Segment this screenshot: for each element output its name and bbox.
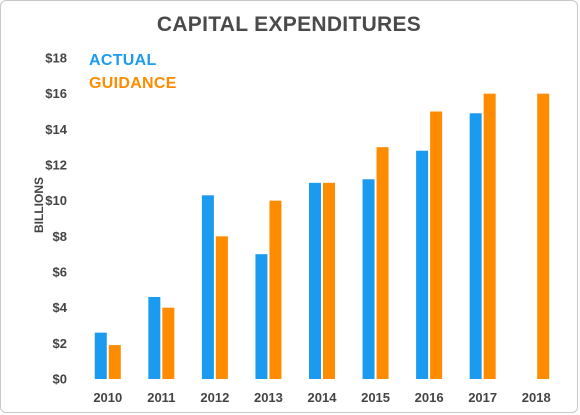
- bar-guidance: [269, 200, 282, 379]
- bar-guidance: [376, 147, 389, 379]
- y-tick-label: $16: [45, 86, 67, 101]
- bar-guidance: [162, 307, 175, 379]
- bar-actual: [148, 296, 161, 379]
- x-tick-label: 2012: [200, 390, 229, 405]
- x-tick-label: 2013: [254, 390, 283, 405]
- x-tick-label: 2018: [522, 390, 551, 405]
- y-tick-label: $18: [45, 51, 67, 66]
- bar-guidance: [430, 111, 443, 379]
- bar-actual: [362, 179, 375, 379]
- y-tick-label: $10: [45, 193, 67, 208]
- legend-guidance: GUIDANCE: [89, 75, 177, 92]
- bar-guidance: [537, 93, 550, 380]
- y-tick-label: $2: [53, 336, 67, 351]
- bar-guidance: [108, 345, 121, 379]
- bar-actual: [255, 254, 268, 379]
- y-tick-label: $6: [53, 265, 67, 280]
- y-tick-label: $8: [53, 229, 67, 244]
- chart-title: CAPITAL EXPENDITURES: [156, 13, 422, 36]
- x-tick-label: 2015: [361, 390, 390, 405]
- x-tick-label: 2014: [308, 390, 338, 405]
- y-tick-label: $4: [53, 300, 68, 315]
- x-tick-label: 2011: [147, 390, 175, 405]
- legend-actual: ACTUAL: [89, 52, 157, 69]
- bar-guidance: [483, 93, 496, 380]
- x-tick-label: 2016: [415, 390, 444, 405]
- bar-actual: [416, 150, 429, 379]
- x-tick-label: 2010: [93, 390, 122, 405]
- bar-actual: [469, 113, 482, 380]
- bar-guidance: [215, 236, 228, 379]
- y-tick-label: $12: [45, 158, 67, 173]
- bar-guidance: [323, 182, 335, 379]
- y-tick-label: $0: [53, 372, 67, 387]
- bar-actual: [94, 332, 107, 379]
- bar-actual: [309, 182, 321, 379]
- x-tick-label: 2017: [468, 390, 497, 405]
- y-tick-label: $14: [45, 122, 67, 137]
- bar-actual: [201, 195, 214, 379]
